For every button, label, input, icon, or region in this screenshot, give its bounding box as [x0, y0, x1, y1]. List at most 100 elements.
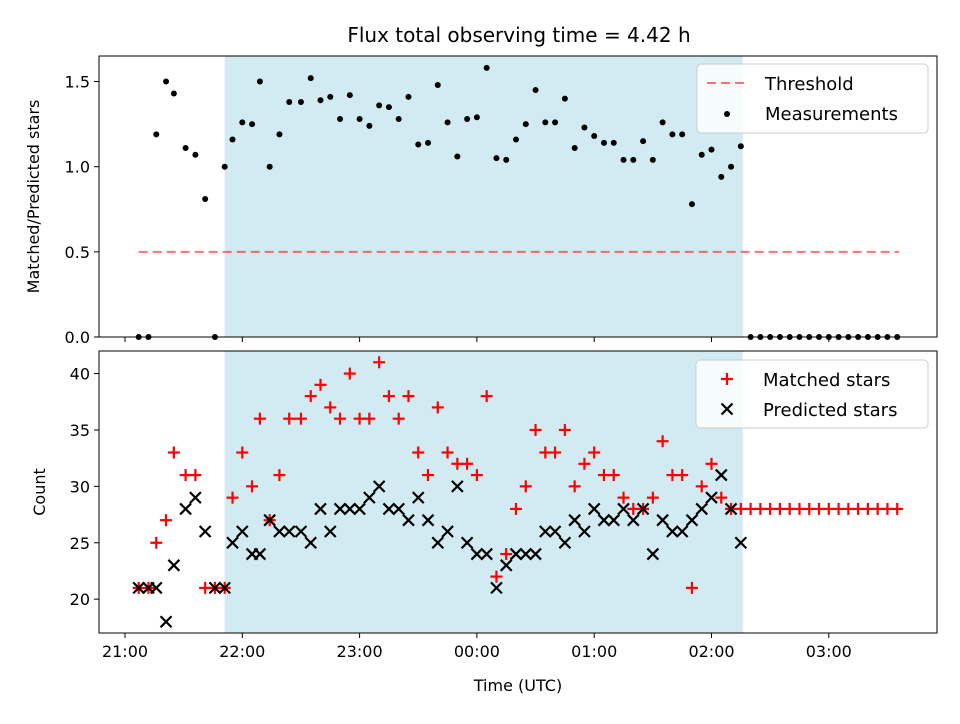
measurement-point — [256, 78, 263, 85]
matched-star-point — [705, 457, 718, 470]
matched-star-point — [392, 412, 405, 425]
predicted-star-point — [218, 581, 231, 595]
legend-matched-label: Matched stars — [763, 370, 890, 391]
y-tick-label: 35 — [70, 421, 90, 440]
matched-star-point — [480, 390, 493, 403]
matched-star-point — [685, 581, 698, 594]
matched-star-point — [500, 548, 513, 561]
legend-box — [695, 359, 929, 429]
legend-box — [696, 63, 929, 134]
predicted-star-point — [421, 513, 435, 527]
matched-star-point — [226, 491, 239, 504]
matched-star-point — [715, 491, 728, 504]
matched-star-point — [334, 412, 347, 425]
predicted-star-point — [273, 525, 286, 538]
predicted-star-point — [627, 513, 640, 527]
measurement-point — [464, 116, 471, 123]
predicted-star-point — [656, 513, 669, 527]
measurement-point — [630, 156, 637, 163]
measurement-point — [276, 131, 283, 138]
measurement-point — [679, 131, 686, 138]
measurement-point — [561, 95, 568, 102]
measurement-point — [542, 119, 549, 126]
predicted-star-point — [263, 513, 276, 527]
matched-star-point — [470, 469, 483, 482]
matched-star-point — [382, 390, 395, 403]
legend-threshold-label: Threshold — [764, 74, 854, 95]
measurement-point — [503, 156, 510, 163]
measurement-point — [415, 141, 422, 148]
top-legend: Threshold Measurements — [696, 63, 929, 134]
measurement-point — [434, 81, 441, 88]
predicted-star-point — [282, 525, 296, 538]
matched-star-point — [373, 356, 386, 369]
top-y-axis-label: Matched/Predicted stars — [24, 100, 43, 294]
y-tick-label: 20 — [70, 590, 90, 609]
x-tick-label: 03:00 — [806, 642, 852, 661]
x-tick-label: 21:00 — [102, 642, 148, 661]
observing-window-shade — [224, 56, 743, 337]
predicted-star-point — [167, 559, 181, 572]
predicted-star-point — [734, 536, 748, 550]
predicted-star-point — [304, 536, 318, 550]
measurement-point — [327, 93, 334, 100]
matched-star-point — [431, 401, 444, 414]
predicted-star-point — [411, 491, 425, 504]
x-tick-label: 00:00 — [454, 642, 500, 661]
matched-star-point — [490, 570, 503, 583]
measurement-point — [366, 122, 373, 129]
matched-star-point — [549, 446, 562, 459]
matched-star-point — [343, 367, 356, 380]
predicted-star-point — [675, 525, 689, 538]
predicted-star-point — [150, 581, 163, 595]
measurement-point — [163, 78, 170, 85]
predicted-star-point — [333, 502, 347, 516]
predicted-star-point — [490, 581, 503, 595]
measurement-point — [483, 64, 490, 71]
predicted-star-point — [724, 502, 738, 516]
predicted-star-point — [402, 513, 415, 527]
matched-star-point — [646, 491, 659, 504]
predicted-star-point — [509, 547, 523, 561]
predicted-star-point — [558, 536, 572, 550]
predicted-star-point — [646, 547, 660, 561]
measurement-point — [229, 136, 236, 143]
predicted-star-point — [226, 536, 239, 550]
predicted-star-point — [392, 502, 405, 516]
measurement-point — [307, 75, 314, 82]
matched-star-point — [253, 412, 266, 425]
measurement-point — [610, 139, 617, 146]
measurement-point — [317, 97, 324, 104]
measurement-point — [640, 138, 647, 145]
measurement-point — [395, 116, 402, 123]
measurement-point — [425, 139, 432, 146]
y-tick-label: 0.5 — [65, 243, 90, 262]
measurement-point — [698, 151, 705, 158]
measurement-point — [286, 98, 293, 105]
y-tick-label: 40 — [70, 365, 90, 384]
measurement-point — [737, 143, 744, 150]
measurement-point — [266, 163, 273, 170]
matched-star-point — [607, 469, 620, 482]
measurement-point — [376, 102, 383, 109]
predicted-star-point — [617, 502, 630, 516]
matched-star-point — [402, 390, 415, 403]
legend-matched-swatch — [721, 373, 733, 385]
x-tick-label: 02:00 — [688, 642, 734, 661]
bottom-axes-frame — [98, 350, 938, 634]
predicted-star-point — [636, 502, 650, 516]
matched-star-point — [568, 480, 581, 493]
predicted-star-point — [441, 525, 454, 538]
matched-star-point — [324, 401, 337, 414]
y-tick-label: 0.0 — [65, 328, 90, 347]
matched-star-point — [314, 378, 327, 391]
predicted-star-point — [132, 581, 145, 595]
measurement-point — [239, 119, 246, 126]
matched-star-point — [160, 514, 173, 527]
predicted-star-point — [578, 525, 591, 538]
predicted-star-point — [179, 502, 192, 516]
matched-star-point — [461, 457, 474, 470]
predicted-star-point — [253, 547, 267, 561]
measurement-point — [192, 151, 199, 158]
predicted-star-point — [548, 525, 562, 538]
